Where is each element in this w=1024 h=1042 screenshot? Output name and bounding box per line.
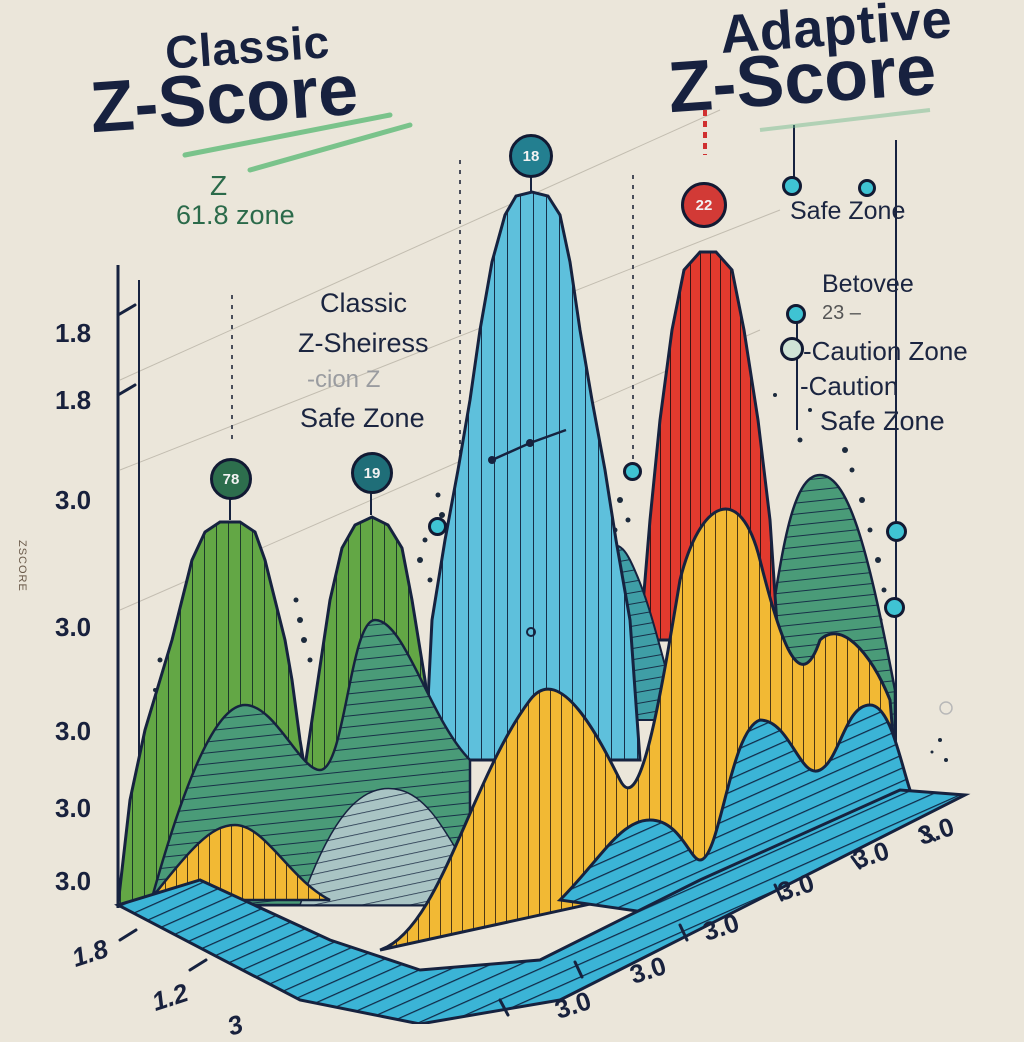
annotation-betovee: Betovee bbox=[822, 270, 914, 298]
annotation-z-sheiress: Z-Sheiress bbox=[298, 328, 429, 358]
marker-dot bbox=[623, 462, 642, 481]
y-tick: 3.0 bbox=[55, 866, 92, 896]
y-axis-vertical-label: ZSCORE bbox=[16, 540, 28, 592]
annotation-caution-zone: -Caution Zone bbox=[803, 336, 968, 366]
y-tick: 1.8 bbox=[55, 385, 92, 415]
y-tick: 3.0 bbox=[55, 485, 92, 515]
y-tick: 3.0 bbox=[55, 716, 92, 746]
peak-badge: 18 bbox=[509, 134, 553, 178]
y-tick: 3.0 bbox=[55, 612, 92, 642]
annotation-safe-zone-right: Safe Zone bbox=[820, 406, 945, 436]
peak-badge: 19 bbox=[351, 452, 393, 494]
marker-dot bbox=[782, 176, 802, 196]
marker-dot bbox=[886, 521, 907, 542]
annotation-classic: Classic bbox=[320, 288, 408, 318]
annotation-safe-zone-center: Safe Zone bbox=[300, 403, 425, 433]
marker-dot bbox=[780, 337, 804, 361]
peak-badge: 78 bbox=[210, 458, 252, 500]
annotation-23: 23 – bbox=[822, 302, 861, 324]
annotation-faint: -cion Z bbox=[307, 366, 381, 393]
marker-dot bbox=[884, 597, 905, 618]
marker-dot bbox=[858, 179, 876, 197]
y-tick: 1.8 bbox=[55, 318, 92, 348]
annotation-safe-zone-top-right: Safe Zone bbox=[790, 197, 906, 225]
marker-dot bbox=[428, 517, 447, 536]
annotation-caution: -Caution bbox=[800, 371, 899, 401]
marker-dot bbox=[786, 304, 806, 324]
peak-badge: 22 bbox=[681, 182, 727, 228]
y-tick: 3.0 bbox=[55, 793, 92, 823]
annotation-zone-value: 61.8 zone bbox=[176, 200, 295, 230]
annotation-z: Z bbox=[210, 170, 228, 201]
